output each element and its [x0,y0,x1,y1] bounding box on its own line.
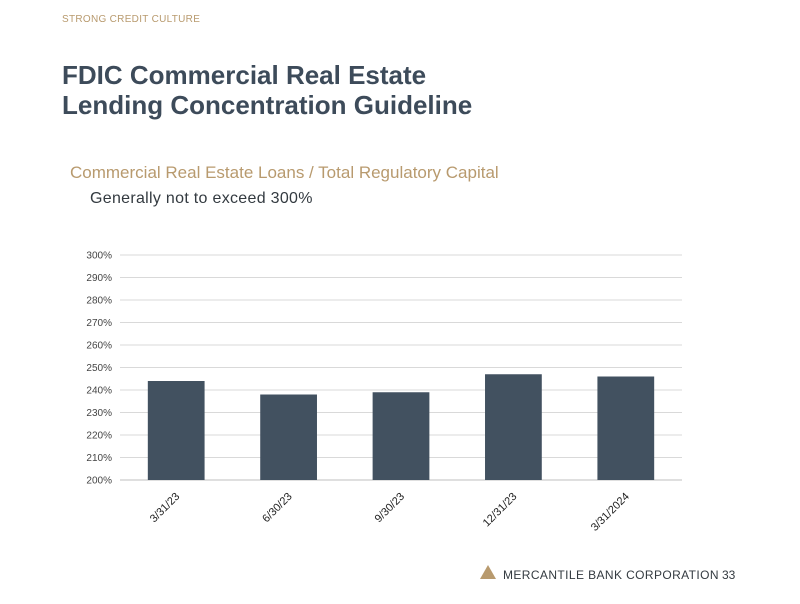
bar [260,394,317,480]
chart-subtitle: Commercial Real Estate Loans / Total Reg… [70,163,499,182]
guideline-note: Generally not to exceed 300% [90,190,313,207]
y-tick-label: 300% [86,251,112,262]
x-tick-label: 3/31/23 [148,491,182,525]
y-tick-label: 260% [86,341,112,352]
bar [485,374,542,480]
x-tick-label: 12/31/23 [481,491,520,530]
section-label: STRONG CREDIT CULTURE [62,14,201,25]
y-tick-label: 240% [86,386,112,397]
page-title-line-1: FDIC Commercial Real Estate [62,60,427,90]
bar [372,392,430,480]
x-tick-label: 3/31/2024 [589,491,632,534]
y-tick-label: 290% [86,273,112,284]
x-tick-label: 9/30/23 [373,491,407,525]
y-tick-label: 220% [86,431,112,442]
bar [597,376,655,480]
y-tick-label: 270% [86,318,112,329]
y-tick-label: 200% [86,476,112,487]
page-title-line-2: Lending Concentration Guideline [62,90,473,120]
page-title: FDIC Commercial Real Estate Lending Conc… [62,60,472,120]
x-tick-label: 6/30/23 [260,491,294,525]
y-tick-label: 280% [86,296,112,307]
footer-company-name: MERCANTILE BANK CORPORATION [503,568,719,582]
y-tick-label: 230% [86,408,112,419]
company-logo-icon [480,565,496,579]
page-number: 33 [722,568,736,582]
y-tick-label: 210% [86,453,112,464]
bar [147,381,205,480]
y-tick-label: 250% [86,363,112,374]
